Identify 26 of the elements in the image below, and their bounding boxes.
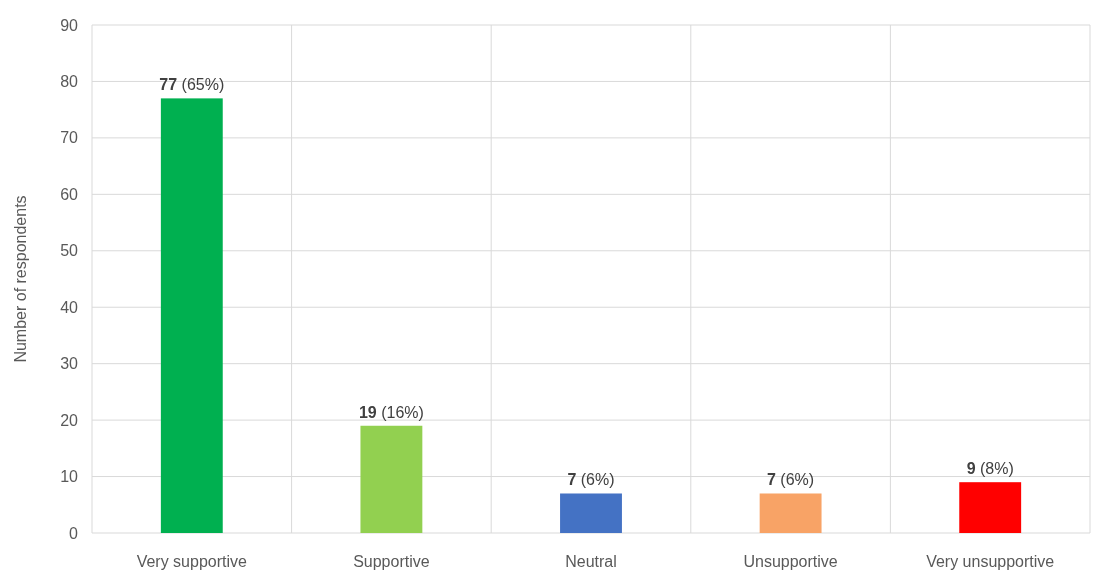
- y-tick-label: 0: [69, 524, 79, 542]
- x-tick-label: Very supportive: [136, 553, 248, 570]
- x-tick-label: Supportive: [353, 553, 430, 570]
- bar: [160, 98, 223, 533]
- y-axis-title: Number of respondents: [12, 195, 29, 363]
- y-tick-label: 40: [60, 298, 79, 316]
- y-tick-label: 10: [60, 468, 79, 486]
- y-tick-label: 70: [60, 129, 79, 147]
- y-tick-label: 80: [60, 73, 79, 91]
- data-label: 19 (16%): [358, 403, 424, 421]
- data-label: 7 (6%): [567, 471, 615, 489]
- y-tick-label: 20: [60, 411, 79, 429]
- data-label: 9 (8%): [966, 460, 1014, 478]
- data-label: 7 (6%): [767, 471, 815, 489]
- data-label: 77 (65%): [159, 76, 225, 94]
- x-tick-label: Neutral: [565, 553, 617, 570]
- x-tick-label: Very unsupportive: [926, 553, 1055, 570]
- y-tick-label: 60: [60, 185, 79, 203]
- bar: [360, 425, 423, 533]
- y-tick-label: 50: [60, 242, 79, 260]
- bar: [759, 493, 822, 533]
- y-tick-label: 30: [60, 355, 79, 373]
- bar: [959, 482, 1022, 533]
- y-tick-label: 90: [60, 16, 79, 34]
- bar: [560, 493, 622, 533]
- x-tick-label: Unsupportive: [743, 553, 838, 570]
